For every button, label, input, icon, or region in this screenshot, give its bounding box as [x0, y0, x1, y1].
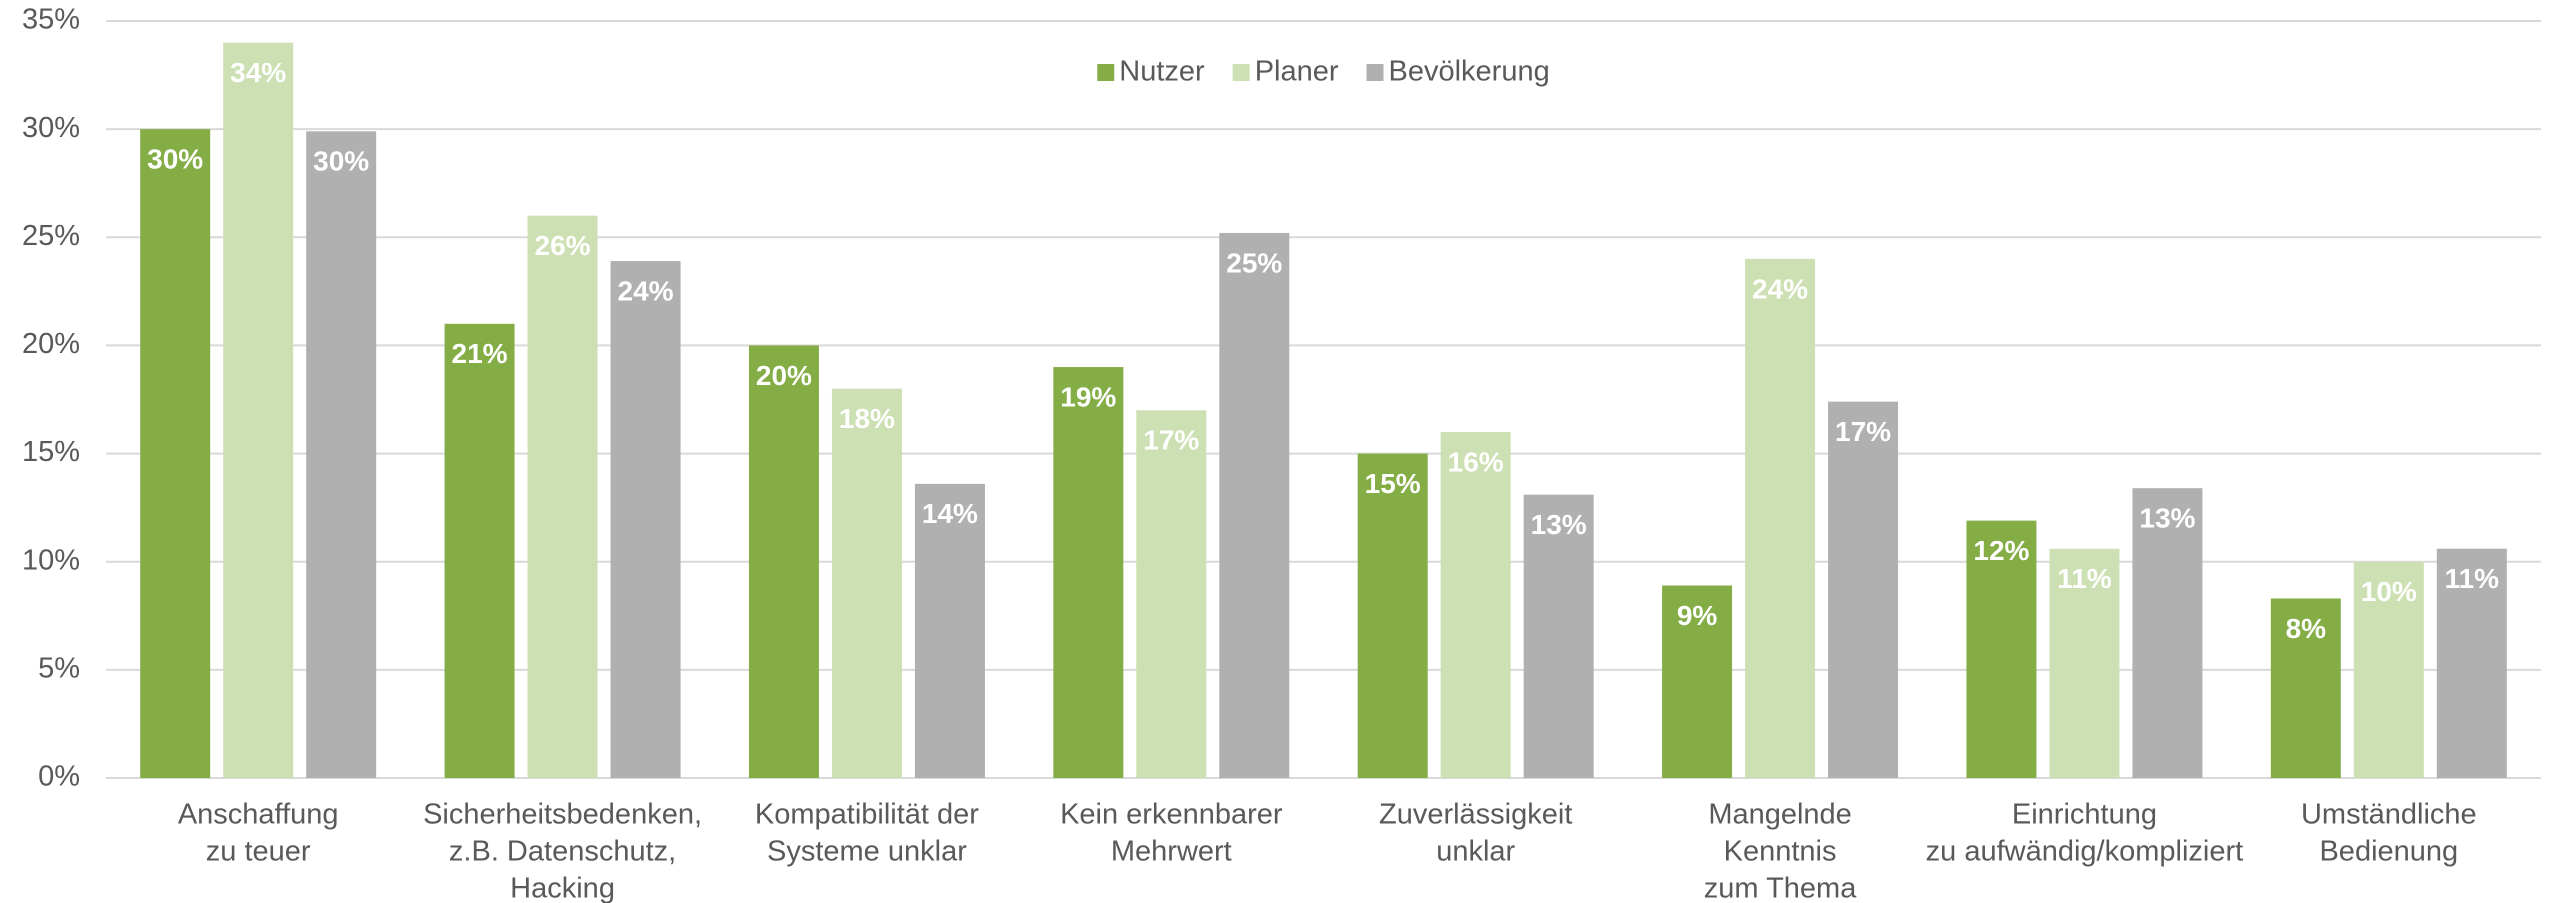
x-tick-label: zu teuer	[206, 836, 311, 868]
y-tick-label: 15%	[22, 436, 80, 468]
legend: Nutzer Planer Bevölkerung	[1097, 56, 1550, 88]
legend-label: Nutzer	[1119, 56, 1205, 88]
data-label: 30%	[313, 146, 369, 177]
bar	[223, 42, 294, 779]
bar	[1662, 585, 1733, 778]
x-tick-label: Sicherheitsbedenken,	[423, 799, 702, 831]
x-tick-label: zum Thema	[1704, 873, 1857, 903]
x-tick-label: Systeme unklar	[767, 836, 967, 868]
bar	[2270, 598, 2341, 778]
data-label: 18%	[839, 403, 895, 434]
bar	[1136, 410, 1207, 778]
x-tick-label: Kompatibilität der	[755, 799, 979, 831]
bar	[1966, 520, 2037, 778]
data-label: 12%	[1973, 535, 2029, 566]
data-label: 26%	[535, 230, 591, 261]
x-tick-label: Anschaffung	[178, 799, 339, 831]
data-label: 16%	[1448, 446, 1504, 477]
x-tick-label: Umständliche	[2301, 799, 2477, 831]
bar	[1357, 453, 1428, 778]
data-label: 10%	[2361, 576, 2417, 607]
x-tick-label: z.B. Datenschutz,	[449, 836, 676, 868]
bar	[1440, 431, 1511, 778]
y-tick-label: 0%	[38, 761, 80, 793]
bar	[140, 129, 211, 779]
y-tick-label: 35%	[22, 4, 80, 36]
data-label: 25%	[1226, 247, 1282, 278]
legend-swatch	[1366, 64, 1384, 81]
y-tick-label: 30%	[22, 112, 80, 144]
bar	[2436, 548, 2507, 778]
data-label: 13%	[2139, 503, 2195, 534]
data-label: 15%	[1365, 468, 1421, 499]
bar	[831, 388, 902, 778]
bar	[1523, 494, 1594, 778]
bar	[1053, 367, 1124, 778]
data-label: 14%	[922, 498, 978, 529]
bar	[610, 261, 681, 778]
x-tick-label: Zuverlässigkeit	[1379, 799, 1572, 831]
x-tick-label: Mangelnde	[1708, 799, 1852, 831]
bar	[2132, 488, 2203, 778]
data-label: 19%	[1060, 381, 1116, 412]
x-tick-label: zu aufwändig/kompliziert	[1926, 836, 2244, 868]
data-label: 13%	[1531, 509, 1587, 540]
data-label: 17%	[1143, 425, 1199, 456]
bar	[914, 483, 985, 778]
x-tick-label: Kein erkennbarer	[1060, 799, 1283, 831]
y-tick-label: 20%	[22, 328, 80, 360]
bar	[444, 323, 515, 778]
data-label: 11%	[2445, 563, 2500, 594]
bar	[2353, 561, 2424, 778]
data-label: 17%	[1835, 416, 1891, 447]
legend-label: Bevölkerung	[1389, 56, 1550, 88]
data-label: 21%	[452, 338, 508, 369]
x-tick-label: Einrichtung	[2012, 799, 2157, 831]
bar	[306, 131, 377, 778]
x-tick-label: Bedienung	[2319, 836, 2458, 868]
bar	[1828, 401, 1899, 778]
bar	[1219, 232, 1290, 778]
y-tick-label: 5%	[38, 653, 80, 685]
x-tick-label: Hacking	[510, 873, 615, 903]
data-label: 8%	[2286, 613, 2327, 644]
legend-swatch	[1232, 64, 1250, 81]
bar	[1745, 258, 1816, 778]
legend-label: Planer	[1255, 56, 1339, 88]
data-label: 30%	[147, 144, 203, 175]
data-label: 20%	[756, 360, 812, 391]
data-label: 24%	[1752, 273, 1808, 304]
bar	[748, 345, 819, 778]
x-tick-label: Mehrwert	[1111, 836, 1232, 868]
data-label: 11%	[2057, 563, 2112, 594]
data-label: 34%	[230, 57, 286, 88]
y-tick-label: 25%	[22, 220, 80, 252]
x-tick-label: unklar	[1436, 836, 1515, 868]
y-tick-label: 10%	[22, 544, 80, 576]
x-tick-label: Kenntnis	[1724, 836, 1837, 868]
data-label: 24%	[618, 275, 674, 306]
bar	[527, 215, 598, 778]
data-label: 9%	[1677, 600, 1718, 631]
bar	[2049, 548, 2120, 778]
legend-swatch	[1097, 64, 1115, 81]
